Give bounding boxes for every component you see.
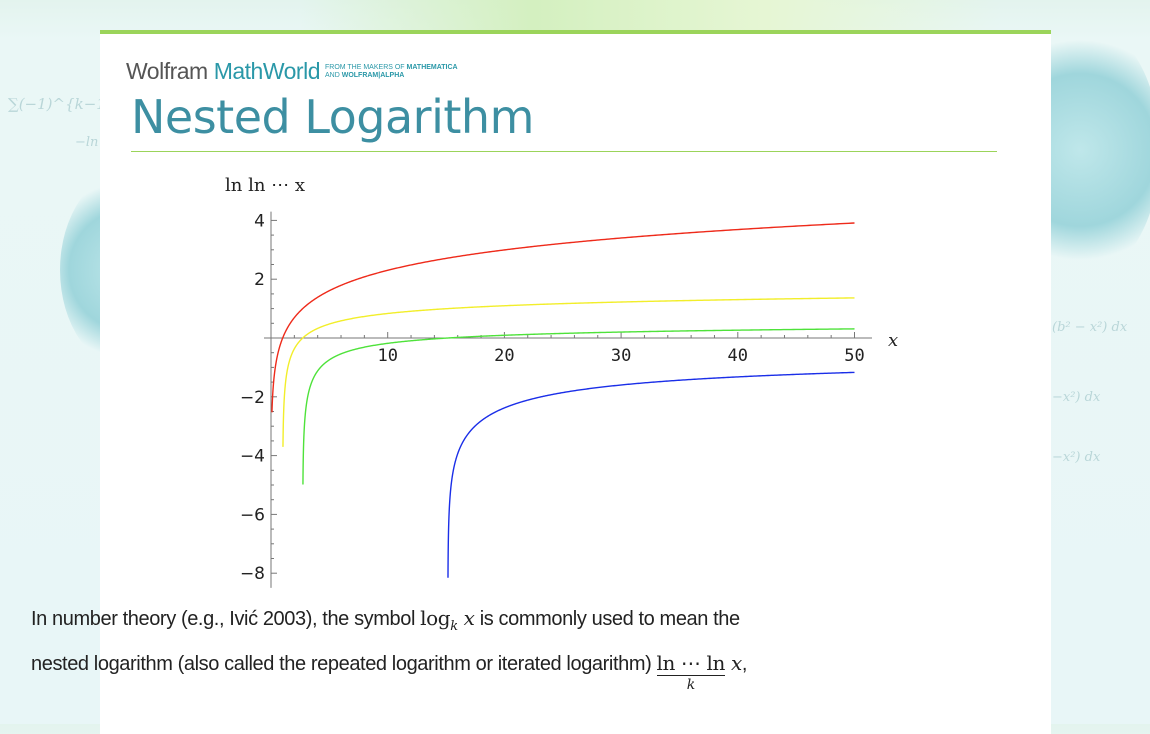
text: nested logarithm (also called the repeat… <box>31 653 657 675</box>
math-log: log <box>420 606 451 630</box>
logo-mathworld: MathWorld <box>213 58 321 84</box>
tagline-text: MATHEMATICA <box>406 63 458 71</box>
tagline-text: FROM THE MAKERS OF <box>324 63 405 71</box>
text: In number theory (e.g., Ivić 2003), the … <box>31 608 421 630</box>
logo-tagline: FROM THE MAKERS OF MATHEMATICA AND WOLFR… <box>325 64 458 80</box>
tagline-text: AND <box>324 71 340 79</box>
series-line-3 <box>302 328 855 485</box>
background-formula: −x²) dx <box>1052 450 1101 465</box>
math-x: x <box>457 606 475 630</box>
background-formula: −ln <box>75 135 99 150</box>
y-tick-label: 4 <box>254 211 265 231</box>
math-k: k <box>450 619 458 634</box>
logo-wolfram: Wolfram <box>126 58 208 84</box>
math-k: k <box>686 677 695 693</box>
mathworld-logo[interactable]: Wolfram MathWorld FROM THE MAKERS OF MAT… <box>126 58 458 85</box>
background-formula: ∑(−1)^{k−1} <box>8 95 116 113</box>
text: , <box>741 653 748 675</box>
page-title: Nested Logarithm <box>131 90 534 144</box>
x-tick-label: 20 <box>494 346 514 366</box>
x-tick-label: 10 <box>377 346 397 366</box>
series-line-1 <box>271 222 855 413</box>
title-divider <box>131 151 997 152</box>
header-glow <box>300 0 1000 30</box>
math-x: x <box>724 651 742 675</box>
content-panel: Wolfram MathWorld FROM THE MAKERS OF MAT… <box>100 30 1051 734</box>
intro-paragraph: In number theory (e.g., Ivić 2003), the … <box>31 600 931 693</box>
y-tick-label: −6 <box>240 505 265 525</box>
series-line-2 <box>282 297 855 447</box>
x-tick-label: 40 <box>728 346 748 366</box>
series-line-4 <box>447 371 855 578</box>
math-ln: ln ⋯ ln <box>656 651 725 676</box>
y-tick-label: −4 <box>240 447 265 467</box>
background-formula: −x²) dx <box>1052 390 1101 405</box>
x-axis-label: x <box>888 330 898 351</box>
y-tick-label: −2 <box>240 388 265 408</box>
y-tick-label: 2 <box>254 270 265 290</box>
text: is commonly used to mean the <box>474 608 740 630</box>
nested-ln-expression: ln ⋯ ln k <box>656 645 725 693</box>
y-axis-label: ln ln ⋯ x <box>225 175 305 196</box>
y-tick-label: −8 <box>240 564 265 584</box>
background-formula: (b² − x²) dx <box>1052 320 1128 335</box>
x-tick-label: 50 <box>844 346 864 366</box>
tagline-text: WOLFRAM|ALPHA <box>341 71 405 79</box>
log-k-symbol: logk x <box>420 606 475 634</box>
x-tick-label: 30 <box>611 346 631 366</box>
